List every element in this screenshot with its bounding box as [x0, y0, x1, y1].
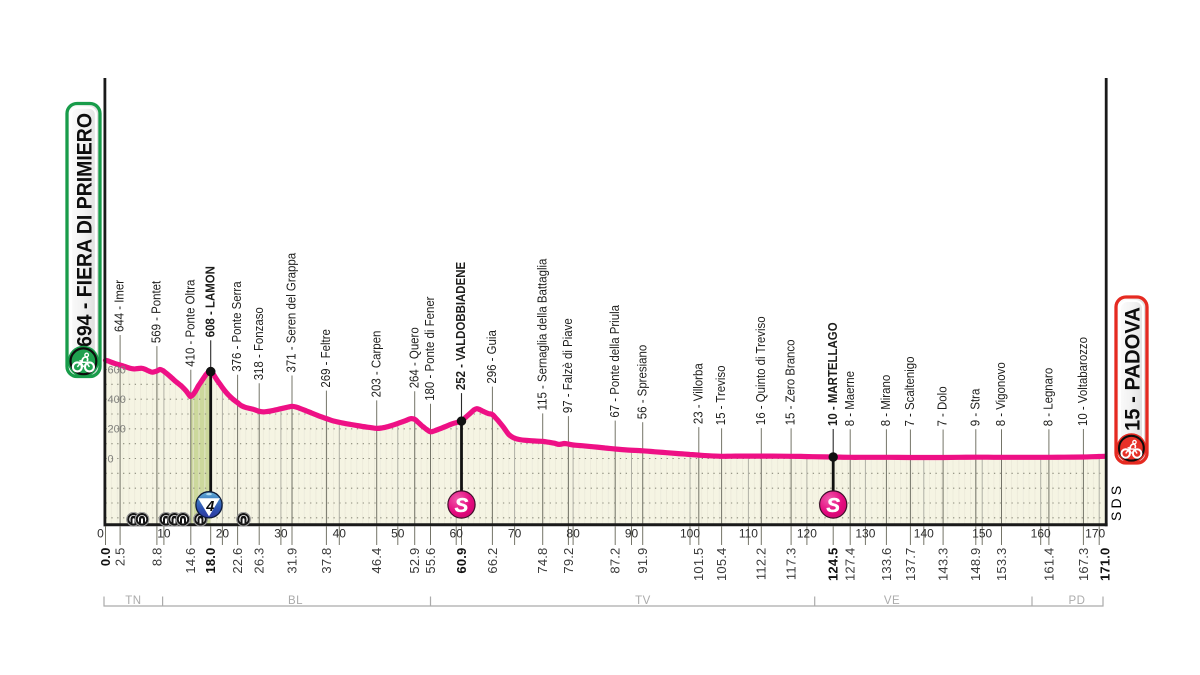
svg-text:8 - Legnaro: 8 - Legnaro: [1041, 368, 1056, 427]
svg-text:52.9: 52.9: [407, 548, 422, 574]
svg-text:BL: BL: [288, 595, 303, 607]
svg-text:644 - Imer: 644 - Imer: [112, 279, 127, 332]
svg-text:10 - MARTELLAGO: 10 - MARTELLAGO: [825, 322, 840, 426]
svg-text:180 - Ponte di Fener: 180 - Ponte di Fener: [422, 296, 437, 401]
svg-text:70: 70: [508, 527, 522, 541]
svg-text:8 - Vigonovo: 8 - Vigonovo: [993, 362, 1008, 426]
svg-text:14.6: 14.6: [183, 548, 198, 574]
svg-text:4: 4: [205, 499, 214, 515]
svg-text:150: 150: [972, 527, 992, 541]
svg-text:148.9: 148.9: [968, 548, 983, 582]
svg-text:97 - Falzè di Piave: 97 - Falzè di Piave: [560, 318, 575, 413]
svg-text:8.8: 8.8: [149, 548, 164, 567]
svg-text:100: 100: [680, 527, 700, 541]
svg-text:200: 200: [108, 424, 126, 436]
svg-text:60.9: 60.9: [454, 548, 469, 574]
svg-text:105.4: 105.4: [714, 548, 729, 582]
svg-text:269 - Feltre: 269 - Feltre: [318, 329, 333, 388]
svg-text:SDS: SDS: [1108, 483, 1124, 521]
svg-text:694 - FIERA DI PRIMIERO: 694 - FIERA DI PRIMIERO: [73, 113, 97, 347]
svg-text:264 - Quero: 264 - Quero: [406, 327, 421, 388]
svg-text:120: 120: [797, 527, 817, 541]
svg-text:203 - Carpen: 203 - Carpen: [368, 331, 383, 398]
svg-text:TN: TN: [125, 595, 141, 607]
svg-text:18.0: 18.0: [203, 548, 218, 574]
svg-text:55.6: 55.6: [423, 548, 438, 574]
svg-text:16 - Quinto di Treviso: 16 - Quinto di Treviso: [753, 316, 768, 425]
svg-text:S: S: [455, 494, 469, 517]
svg-text:66.2: 66.2: [485, 548, 500, 574]
svg-text:376 - Ponte Serra: 376 - Ponte Serra: [229, 281, 244, 372]
svg-text:15 - PADOVA: 15 - PADOVA: [1121, 307, 1145, 431]
svg-text:160: 160: [1031, 527, 1051, 541]
svg-text:31.9: 31.9: [284, 548, 299, 574]
svg-text:117.3: 117.3: [784, 548, 799, 581]
svg-text:10 - Voltabarozzo: 10 - Voltabarozzo: [1075, 337, 1090, 426]
svg-text:115 - Sernaglia della Battagli: 115 - Sernaglia della Battaglia: [534, 258, 549, 410]
svg-text:10: 10: [157, 527, 171, 541]
svg-text:80: 80: [566, 527, 580, 541]
svg-text:140: 140: [914, 527, 934, 541]
svg-text:133.6: 133.6: [879, 548, 894, 582]
svg-text:15 - Zero Branco: 15 - Zero Branco: [783, 340, 798, 426]
svg-text:PD: PD: [1069, 595, 1086, 607]
svg-text:VE: VE: [884, 595, 900, 607]
svg-text:26.3: 26.3: [252, 548, 267, 574]
svg-text:30: 30: [274, 527, 288, 541]
svg-text:600: 600: [108, 364, 126, 376]
svg-text:7 - Dolo: 7 - Dolo: [935, 386, 950, 426]
svg-text:252 - VALDOBBIADENE: 252 - VALDOBBIADENE: [453, 262, 468, 390]
svg-text:608 - LAMON: 608 - LAMON: [202, 266, 217, 337]
svg-text:90: 90: [625, 527, 639, 541]
svg-text:112.2: 112.2: [754, 548, 769, 581]
svg-text:7 - Scaltenigo: 7 - Scaltenigo: [902, 357, 917, 427]
svg-text:0: 0: [108, 453, 114, 465]
svg-text:22.6: 22.6: [230, 548, 245, 574]
svg-text:137.7: 137.7: [903, 548, 918, 582]
svg-text:170: 170: [1085, 527, 1105, 541]
svg-text:0: 0: [97, 527, 104, 541]
svg-text:0.0: 0.0: [98, 548, 113, 567]
svg-text:400: 400: [108, 394, 126, 406]
svg-text:46.4: 46.4: [369, 548, 384, 574]
svg-text:153.3: 153.3: [994, 548, 1009, 582]
svg-text:110: 110: [739, 527, 758, 541]
svg-text:2.5: 2.5: [113, 548, 128, 567]
svg-text:318 - Fonzaso: 318 - Fonzaso: [251, 307, 266, 380]
svg-text:569 - Pontet: 569 - Pontet: [149, 280, 164, 343]
svg-text:23 - Villorba: 23 - Villorba: [690, 363, 705, 424]
svg-text:37.8: 37.8: [319, 548, 334, 574]
svg-text:87.2: 87.2: [608, 548, 623, 574]
svg-text:296 - Guia: 296 - Guia: [484, 330, 499, 384]
svg-text:127.4: 127.4: [843, 548, 858, 582]
svg-text:167.3: 167.3: [1076, 548, 1091, 582]
svg-text:15 - Treviso: 15 - Treviso: [713, 366, 728, 426]
svg-text:8 - Maerne: 8 - Maerne: [842, 371, 857, 426]
svg-text:161.4: 161.4: [1041, 548, 1056, 582]
svg-text:101.5: 101.5: [691, 548, 706, 582]
svg-text:8 - Mirano: 8 - Mirano: [878, 375, 893, 427]
svg-text:56 - Spresiano: 56 - Spresiano: [634, 345, 649, 419]
svg-text:130: 130: [855, 527, 875, 541]
svg-text:60: 60: [450, 527, 464, 541]
svg-text:124.5: 124.5: [826, 548, 841, 582]
svg-text:410 - Ponte Oltra: 410 - Ponte Oltra: [182, 279, 197, 367]
svg-text:9 - Stra: 9 - Stra: [967, 388, 982, 426]
svg-text:371 - Seren del Grappa: 371 - Seren del Grappa: [284, 252, 299, 372]
svg-text:67 - Ponte della Priula: 67 - Ponte della Priula: [607, 304, 622, 417]
svg-text:50: 50: [391, 527, 405, 541]
svg-text:74.8: 74.8: [535, 548, 550, 574]
svg-text:143.3: 143.3: [936, 548, 951, 582]
svg-text:40: 40: [333, 527, 347, 541]
svg-text:91.9: 91.9: [635, 548, 650, 574]
svg-text:S: S: [826, 494, 840, 517]
svg-text:TV: TV: [635, 595, 651, 607]
svg-text:20: 20: [216, 527, 230, 541]
svg-text:79.2: 79.2: [561, 548, 576, 574]
svg-text:171.0: 171.0: [1097, 548, 1112, 582]
